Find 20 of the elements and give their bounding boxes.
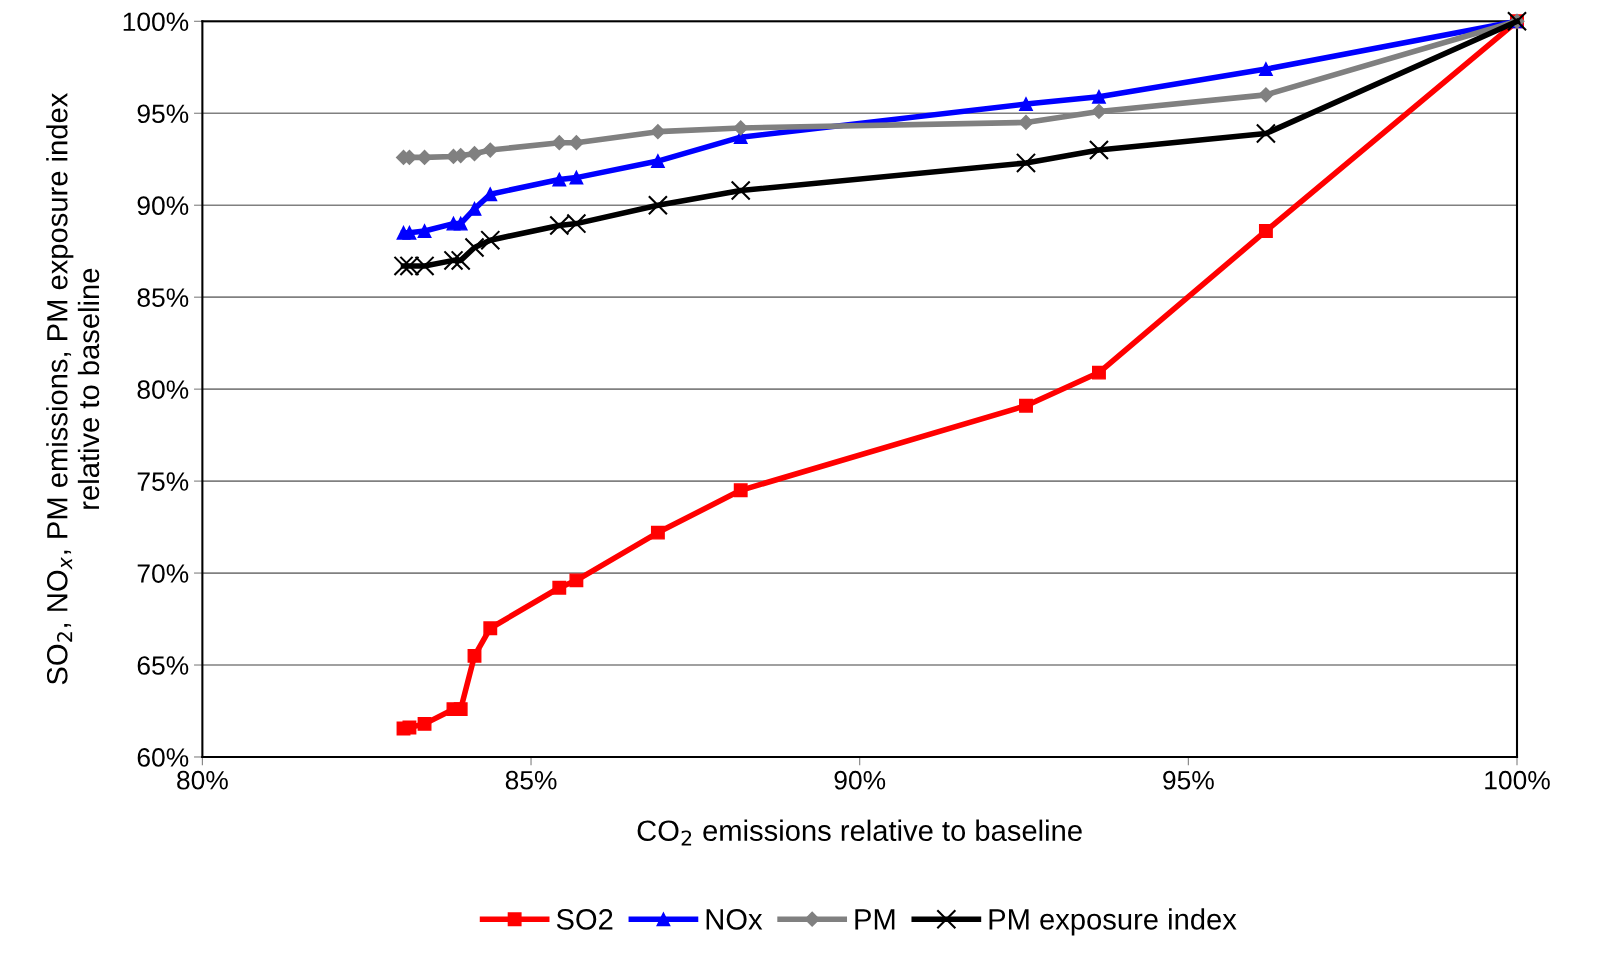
x-tick-label: 80% <box>177 770 228 790</box>
y-axis-title: SO$_{2}$, NO$_{x}$, PM emissions, PM exposure index relative to baseline <box>46 93 100 685</box>
y-tick-label: 65% <box>137 656 189 675</box>
x-axis-title: CO$_{2}$ emissions relative to baseline <box>637 819 1082 846</box>
legend-label: PM <box>855 909 895 930</box>
y-tick-label: 85% <box>137 288 189 307</box>
y-tick-label: 70% <box>137 564 189 583</box>
y-tick-label: 95% <box>137 104 189 124</box>
legend-label: NOx <box>706 909 763 930</box>
x-tick-label: 95% <box>1163 770 1214 790</box>
x-tick-label: 90% <box>834 770 886 790</box>
y-tick-label: 100% <box>123 12 189 32</box>
y-tick-label: 75% <box>137 472 189 491</box>
x-tick-label: 100% <box>1485 770 1550 790</box>
y-tick-label: 80% <box>137 380 189 399</box>
y-tick-label: 60% <box>137 748 189 767</box>
legend-label: PM exposure index <box>989 908 1237 936</box>
y-tick-label: 90% <box>137 196 189 216</box>
x-tick-label: 85% <box>505 770 557 790</box>
legend-label: SO2 <box>556 909 613 930</box>
